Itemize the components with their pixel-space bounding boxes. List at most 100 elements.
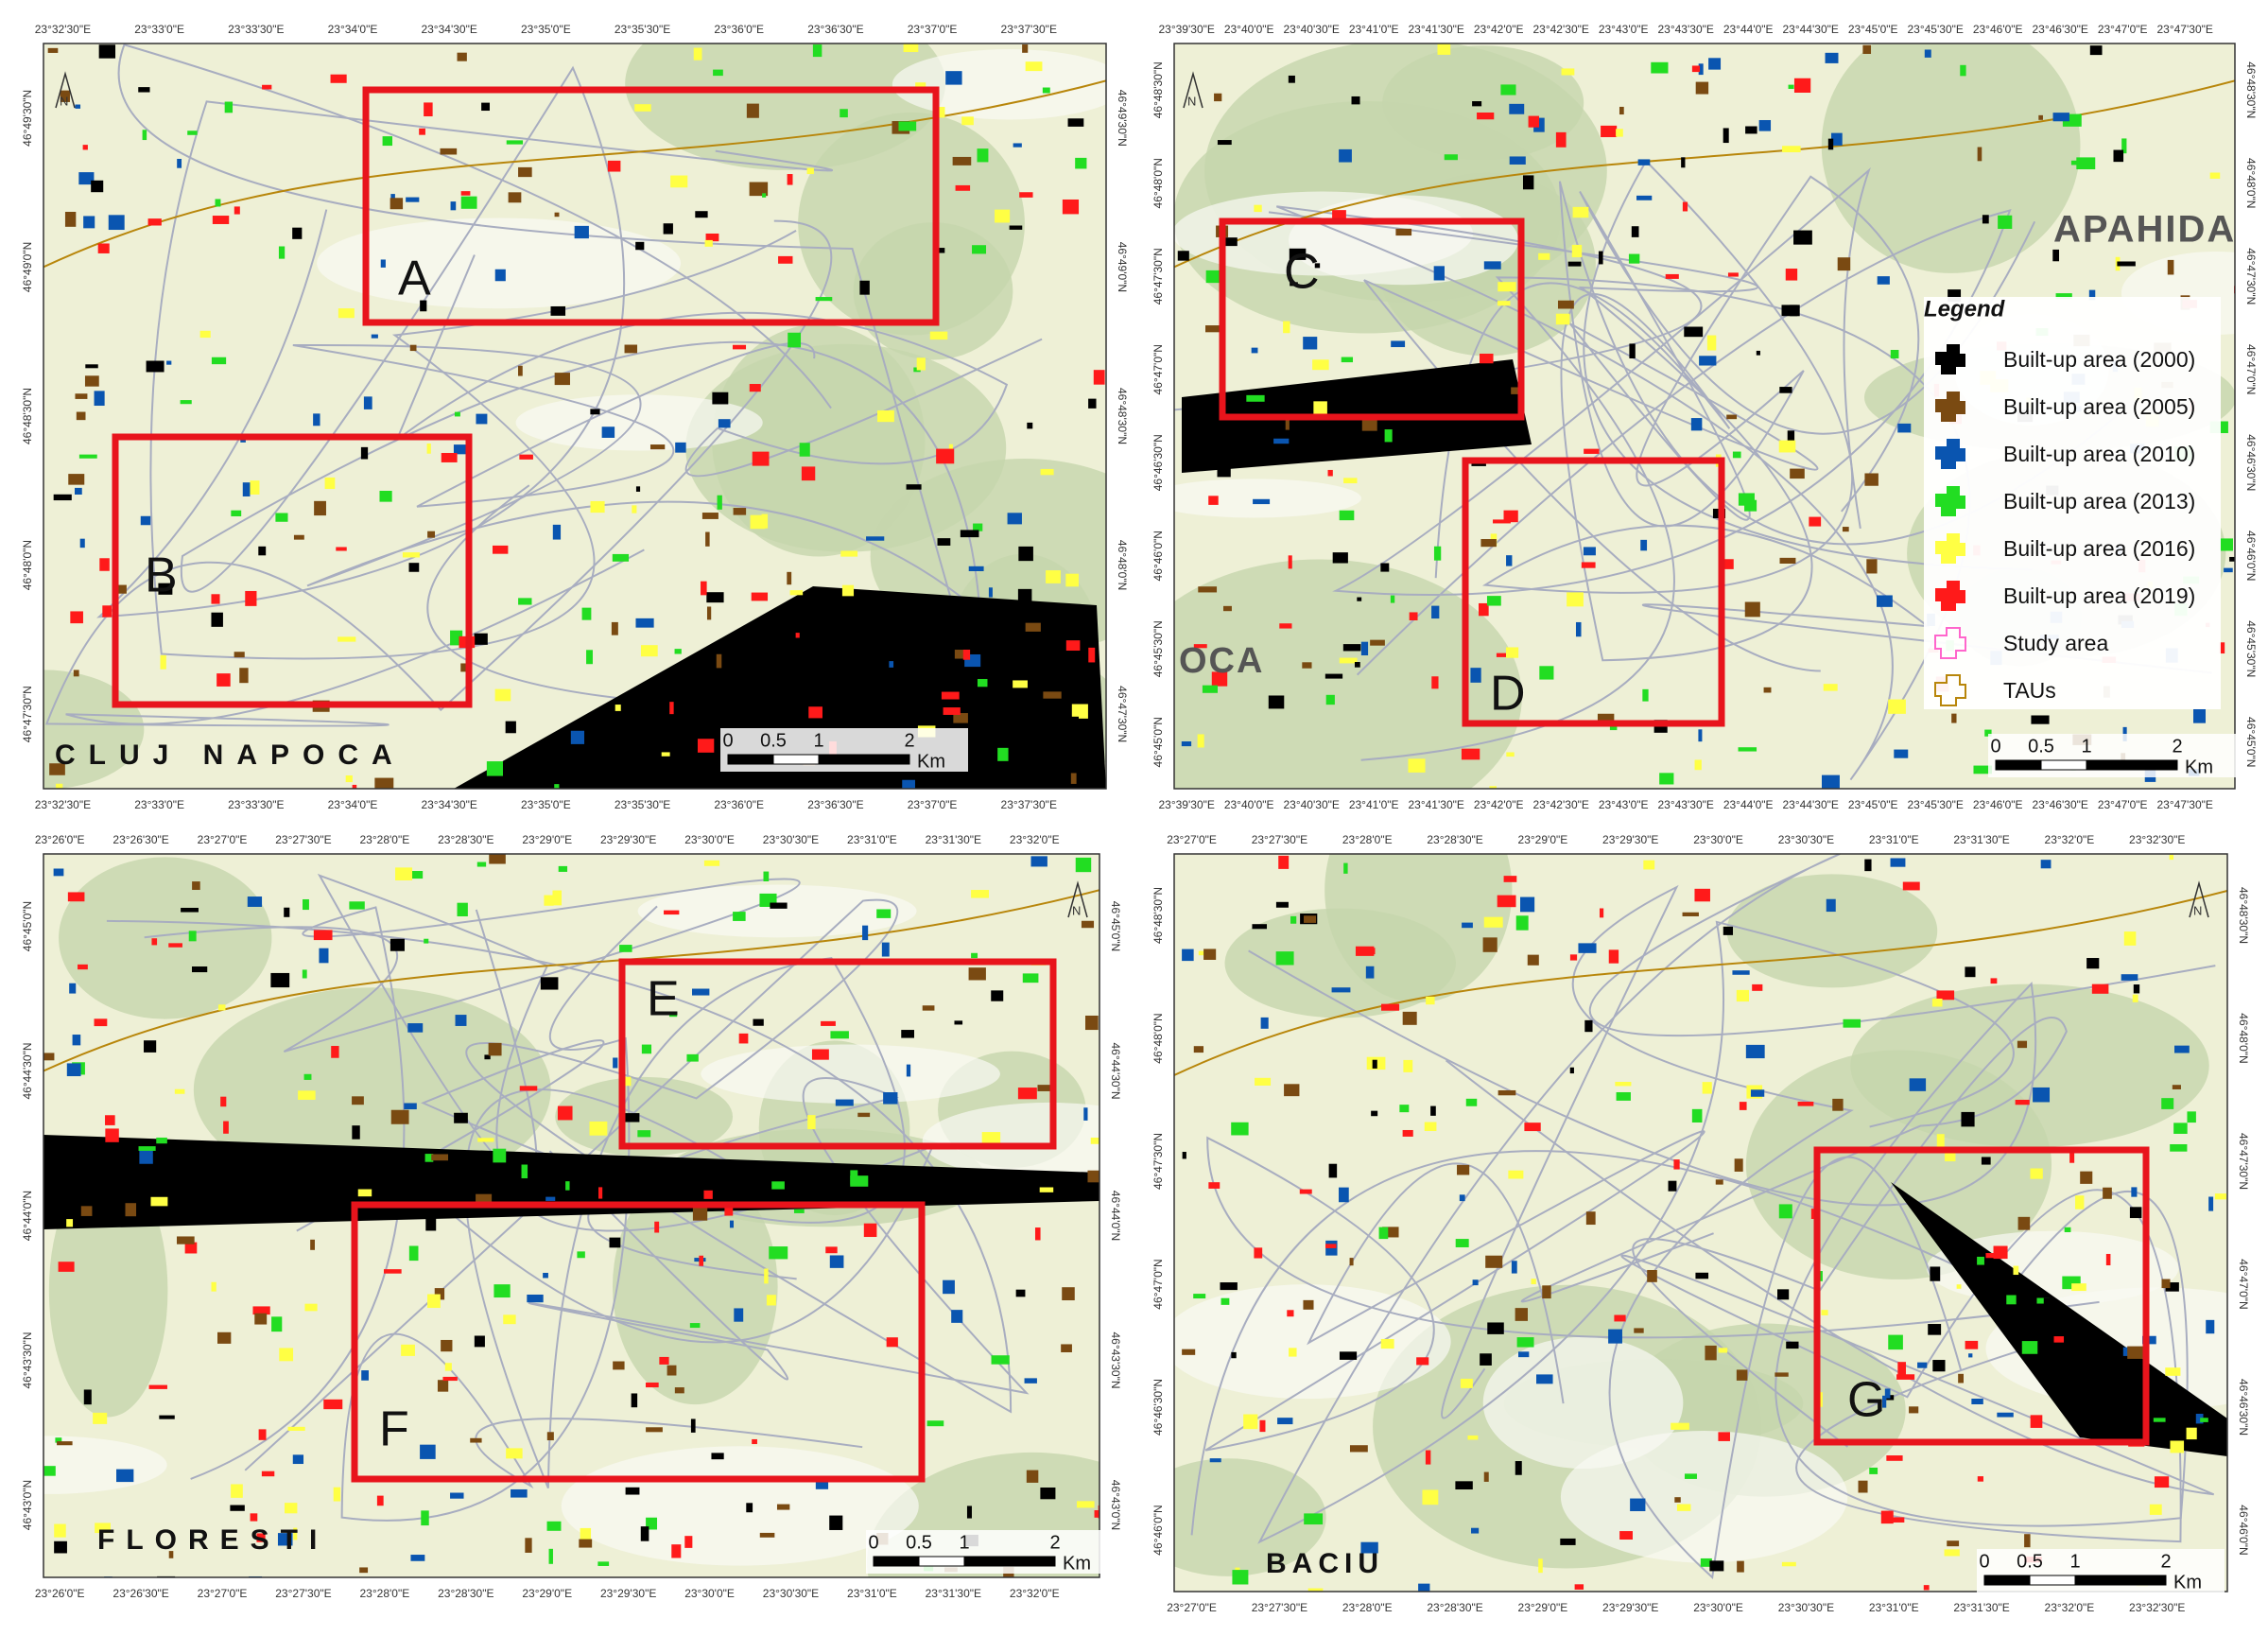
built-up-patch bbox=[991, 990, 1004, 1001]
built-up-patch bbox=[330, 74, 347, 83]
lon-label-top: 23°39'30"E bbox=[1158, 23, 1214, 36]
legend-label: Built-up area (2000) bbox=[2003, 347, 2195, 372]
built-up-patch bbox=[1779, 557, 1796, 564]
built-up-patch bbox=[181, 907, 199, 913]
north-arrow bbox=[1183, 71, 1203, 109]
built-up-patch bbox=[598, 1187, 603, 1199]
built-up-patch bbox=[374, 777, 394, 789]
lon-label-bottom: 23°36'30"E bbox=[807, 798, 863, 811]
forest-patch bbox=[625, 44, 945, 170]
highlight-box bbox=[351, 1201, 926, 1483]
built-up-patch bbox=[1506, 647, 1519, 658]
built-up-patch bbox=[1482, 937, 1498, 952]
built-up-patch bbox=[1793, 78, 1811, 93]
road bbox=[149, 100, 834, 660]
built-up-patch bbox=[801, 466, 816, 481]
map-content bbox=[43, 44, 1106, 789]
tau-boundary bbox=[43, 79, 1106, 269]
built-up-patch bbox=[1253, 498, 1271, 505]
built-up-patch bbox=[701, 581, 707, 596]
built-up-patch bbox=[78, 172, 95, 185]
built-up-patch bbox=[424, 102, 433, 117]
built-up-patch bbox=[1888, 699, 1906, 714]
built-up-patch bbox=[1304, 1513, 1324, 1525]
built-up-patch bbox=[138, 87, 150, 93]
built-up-patch bbox=[144, 1040, 157, 1053]
built-up-patch bbox=[771, 1181, 785, 1190]
built-up-patch bbox=[704, 239, 713, 247]
built-up-patch bbox=[1471, 1527, 1480, 1534]
lat-label-right: 46°44'30"N bbox=[1109, 1042, 1122, 1099]
built-up-patch bbox=[1025, 61, 1043, 72]
scale-tick: 2 bbox=[1049, 1532, 1060, 1553]
lon-label-bottom: 23°46'0"E bbox=[1973, 798, 2023, 811]
built-up-patch bbox=[420, 1444, 436, 1459]
built-up-patch bbox=[454, 411, 460, 417]
built-up-patch bbox=[552, 524, 562, 540]
built-up-patch bbox=[1827, 138, 1834, 150]
built-up-patch bbox=[1062, 1287, 1075, 1301]
built-up-patch bbox=[1763, 687, 1772, 693]
built-up-patch bbox=[1433, 266, 1445, 281]
built-up-patch bbox=[1581, 562, 1596, 568]
built-up-patch bbox=[889, 661, 894, 668]
lat-label-left: 46°47'0"N bbox=[1151, 1259, 1165, 1309]
built-up-patch bbox=[420, 300, 427, 312]
built-up-patch bbox=[1928, 1324, 1942, 1335]
lat-label-right: 46°47'0"N bbox=[2237, 1259, 2250, 1309]
built-up-patch bbox=[966, 1505, 972, 1519]
built-up-patch bbox=[697, 739, 715, 753]
forest-patch bbox=[1821, 44, 2081, 273]
built-up-patch bbox=[1522, 175, 1534, 190]
built-up-patch bbox=[752, 1438, 757, 1445]
built-up-patch bbox=[58, 1262, 75, 1272]
built-up-patch bbox=[1569, 954, 1578, 961]
forest-patch bbox=[43, 670, 145, 789]
built-up-patch bbox=[2017, 1040, 2028, 1049]
built-up-patch bbox=[1487, 1322, 1504, 1334]
built-up-patch bbox=[1380, 1338, 1394, 1349]
built-up-patch bbox=[2086, 958, 2100, 969]
built-up-patch bbox=[1508, 1170, 1524, 1179]
built-up-patch bbox=[211, 1281, 216, 1292]
built-up-patch bbox=[390, 938, 405, 951]
built-up-patch bbox=[654, 1221, 660, 1233]
lat-label-right: 46°47'30"N bbox=[2244, 248, 2258, 305]
lon-label-top: 23°46'0"E bbox=[1973, 23, 2023, 36]
lon-label-top: 23°42'30"E bbox=[1532, 23, 1588, 36]
built-up-patch bbox=[1461, 748, 1480, 760]
built-up-patch bbox=[703, 860, 720, 866]
built-up-patch bbox=[1732, 451, 1741, 459]
built-up-patch bbox=[706, 592, 724, 603]
built-up-patch bbox=[1077, 1501, 1095, 1508]
map-panel: 23°32'30"E 23°32'30"E 23°33'0"E 23°33'0"E 23… bbox=[21, 23, 1129, 811]
built-up-patch bbox=[631, 1393, 638, 1408]
lon-label-bottom: 23°30'30"E bbox=[1778, 1601, 1834, 1614]
built-up-patch bbox=[2076, 157, 2096, 170]
built-up-patch bbox=[1232, 1570, 1249, 1585]
built-up-patch bbox=[79, 538, 85, 548]
built-up-patch bbox=[1418, 1583, 1430, 1592]
built-up-patch bbox=[1674, 1497, 1681, 1503]
panel-frame bbox=[43, 853, 1100, 1578]
built-up-patch bbox=[82, 145, 88, 150]
built-up-patch bbox=[936, 107, 945, 118]
lon-label-bottom: 23°30'0"E bbox=[684, 1587, 735, 1600]
built-up-patch bbox=[937, 538, 951, 546]
built-up-patch bbox=[1303, 337, 1318, 350]
built-up-patch bbox=[1569, 1067, 1574, 1074]
built-up-patch bbox=[234, 206, 240, 215]
built-up-patch bbox=[1444, 154, 1458, 161]
built-up-patch bbox=[586, 650, 593, 665]
built-up-patch bbox=[1932, 1360, 1946, 1372]
built-up-patch bbox=[1222, 605, 1232, 612]
built-up-patch bbox=[1268, 695, 1285, 709]
built-up-patch bbox=[390, 194, 395, 200]
built-up-patch bbox=[1538, 1558, 1543, 1574]
lat-label-left: 46°43'0"N bbox=[21, 1480, 34, 1530]
lon-label-bottom: 23°45'0"E bbox=[1848, 798, 1898, 811]
place-name: OCA bbox=[1179, 641, 1264, 681]
scale-tick: 0.5 bbox=[906, 1532, 932, 1553]
built-up-patch bbox=[732, 344, 747, 350]
built-up-patch bbox=[1275, 951, 1294, 966]
